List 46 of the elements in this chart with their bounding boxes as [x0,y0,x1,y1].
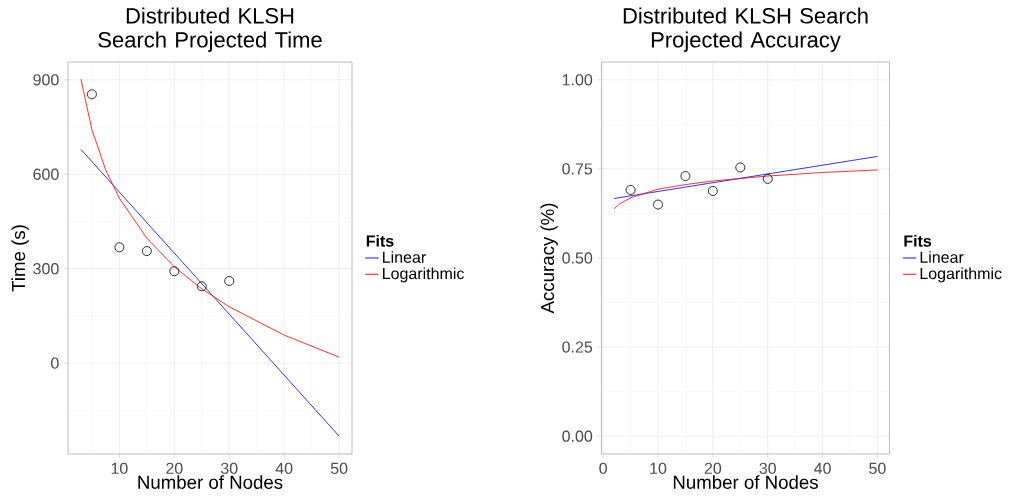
chart-title: Distributed KLSH Search Projected Time [98,7,322,52]
y-tick-label: 0.50 [562,252,593,264]
x-tick-label: 50 [869,462,886,475]
point [735,162,746,173]
y-tick-label: 0 [51,357,59,369]
y-tick-label: 600 [33,168,59,180]
point [169,266,180,277]
legend-label: Linear [920,251,964,263]
point [680,171,691,181]
point [141,246,152,256]
legend-title: Fits [904,234,932,247]
x-tick-label: 40 [814,462,831,475]
x-tick-label: 20 [704,462,722,475]
x-tick-label: 50 [330,462,348,475]
legend-label: Linear [383,251,426,263]
point [707,186,718,196]
y-tick-label: 0.25 [562,341,593,353]
y-tick-label: 0.75 [562,163,593,175]
x-tick-label: 40 [275,462,293,475]
x-tick-label: 30 [759,462,776,475]
x-axis-title: Number of Nodes [673,475,818,489]
point [114,242,125,253]
y-axis-title: Accuracy (%) [540,203,558,314]
point [625,184,636,195]
x-tick-label: 0 [599,462,607,475]
point [86,89,97,100]
line-series [80,78,340,358]
legend-title: Fits [366,234,394,247]
line-series [613,169,878,210]
point [196,281,207,292]
x-axis-title: Number of Nodes [138,475,283,489]
point [762,173,773,184]
point [224,276,235,286]
y-tick-label: 300 [33,263,59,275]
x-tick-label: 10 [111,462,128,475]
y-tick-label: 900 [33,74,59,86]
point [653,199,663,210]
y-tick-label: 0.00 [562,430,593,442]
x-tick-label: 20 [166,462,183,475]
legend-label: Logarithmic [383,267,464,283]
y-axis-title: Time (s) [11,225,29,292]
legend-label: Logarithmic [920,267,1002,283]
x-tick-label: 10 [650,462,667,475]
x-tick-label: 30 [220,462,238,475]
chart-title: Distributed KLSH Search Projected Accuracy [623,7,868,52]
y-tick-label: 1.00 [562,74,593,86]
